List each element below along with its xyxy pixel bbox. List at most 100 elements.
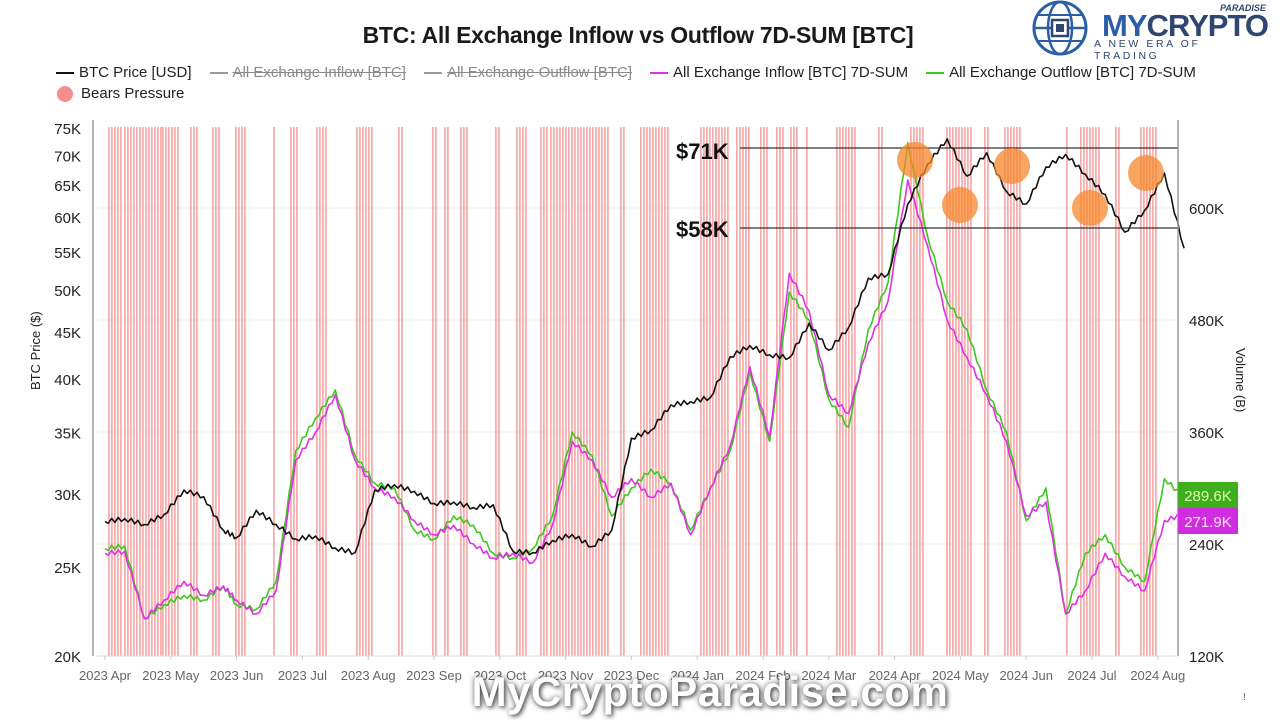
bears-pressure-bar <box>111 127 113 656</box>
bears-pressure-bar <box>652 127 654 656</box>
bears-pressure-bar <box>218 127 220 656</box>
bears-pressure-bar <box>174 127 176 656</box>
bears-pressure-bar <box>562 127 564 656</box>
bears-pressure-bar <box>1010 127 1012 656</box>
x-tick-label: 2024 Jun <box>999 668 1053 683</box>
level-label-71k: $71K <box>676 139 729 164</box>
bears-pressure-bar <box>142 127 144 656</box>
bears-pressure-bar <box>881 127 883 656</box>
bears-pressure-bar <box>565 127 567 656</box>
x-tick-label: 2023 Apr <box>79 668 132 683</box>
mycrypto-logo: MYCRYPTO PARADISE A NEW ERA OF TRADING <box>1030 0 1270 62</box>
bears-pressure-bar <box>196 127 198 656</box>
bears-pressure-bar <box>848 127 850 656</box>
svg-text:289.6K: 289.6K <box>1184 488 1232 505</box>
globe-chip-icon <box>1032 0 1088 56</box>
axes: 75K 70K 65K 60K 55K 50K 45K 40K 35K 30K 25K 20K 600K… <box>54 120 1224 683</box>
bears-pressure-bar <box>776 127 778 656</box>
bears-pressure-bar <box>463 127 465 656</box>
bears-pressure-bar <box>157 127 159 656</box>
bears-pressure-bar <box>244 127 246 656</box>
bears-pressure-bar <box>845 127 847 656</box>
bears-pressure-bar <box>706 127 708 656</box>
bears-pressure-bar <box>401 127 403 656</box>
x-tick-label: 2023 Oct <box>473 668 526 683</box>
bears-pressure-bar <box>586 127 588 656</box>
logo-tagline: A NEW ERA OF TRADING <box>1094 38 1201 62</box>
bears-pressure-bar <box>127 127 129 656</box>
bears-pressure-bar <box>568 127 570 656</box>
bears-pressure-bar <box>580 127 582 656</box>
bears-pressure-bar <box>709 127 711 656</box>
bears-pressure-bar <box>447 127 449 656</box>
series-line <box>104 179 1185 620</box>
bears-pressure-bar <box>540 127 542 656</box>
watermark: MyCryptoParadise.com <box>471 668 949 715</box>
corner-mark: ! <box>1243 692 1246 703</box>
bears-pressure-bar <box>724 127 726 656</box>
bears-pressure-bar <box>793 127 795 656</box>
x-tick-label: 2023 Sep <box>406 668 462 683</box>
bears-pressure-bar <box>193 127 195 656</box>
bears-pressure-bar <box>664 127 666 656</box>
left-tick-label: 50K <box>54 283 81 300</box>
bears-pressure-bar <box>241 127 243 656</box>
bears-pressure-bar <box>235 127 237 656</box>
bears-pressure-bar <box>148 127 150 656</box>
x-tick-label: 2023 May <box>142 668 200 683</box>
legend-item-bears-pressure[interactable]: Bears Pressure <box>56 85 184 102</box>
left-tick-label: 45K <box>54 325 81 342</box>
bears-pressure-bar <box>952 127 954 656</box>
right-tick-label: 480K <box>1189 313 1224 330</box>
bears-pressure-bar <box>595 127 597 656</box>
legend-item-4[interactable]: All Exchange Outflow [BTC] 7D-SUM <box>926 64 1196 81</box>
bear-highlight-circle <box>897 142 933 178</box>
bears-pressure-bar <box>1140 127 1142 656</box>
bears-pressure-bar <box>760 127 762 656</box>
left-tick-label: 65K <box>54 178 81 195</box>
legend-item-2[interactable]: All Exchange Outflow [BTC] <box>423 64 632 81</box>
bears-pressure-bar <box>715 127 717 656</box>
legend-item-3[interactable]: All Exchange Inflow [BTC] 7D-SUM <box>650 64 908 81</box>
bears-pressure-bar <box>108 127 110 656</box>
legend-item-1[interactable]: All Exchange Inflow [BTC] <box>209 64 406 81</box>
bears-pressure-bar <box>543 127 545 656</box>
left-tick-label: 55K <box>54 245 81 262</box>
bears-pressure-bar <box>851 127 853 656</box>
right-tick-label: 600K <box>1189 201 1224 218</box>
bears-pressure-bar <box>1152 127 1154 656</box>
bears-pressure-dot-icon <box>57 85 73 102</box>
x-tick-label: 2023 Nov <box>538 668 594 683</box>
bears-pressure-bar <box>559 127 561 656</box>
legend-item-0[interactable]: BTC Price [USD] <box>56 64 192 81</box>
bears-pressure-bar <box>745 127 747 656</box>
bears-pressure-bar <box>215 127 217 656</box>
bears-pressure-bar <box>550 127 552 656</box>
bears-pressure-bar <box>1089 127 1091 656</box>
bears-pressure-bar <box>839 127 841 656</box>
right-tick-label: 120K <box>1189 649 1224 666</box>
x-tick-label: 2024 Jan <box>670 668 724 683</box>
bears-pressure-bands <box>108 127 1157 656</box>
bears-pressure-bar <box>623 127 625 656</box>
bears-pressure-bar <box>712 127 714 656</box>
bears-pressure-bar <box>946 127 948 656</box>
left-tick-label: 25K <box>54 560 81 577</box>
bears-pressure-bar <box>970 127 972 656</box>
grid-lines <box>95 207 1178 545</box>
bears-pressure-bar <box>1095 127 1097 656</box>
right-tick-label: 240K <box>1189 537 1224 554</box>
bears-pressure-bar <box>646 127 648 656</box>
bears-pressure-bar <box>190 127 192 656</box>
bears-pressure-bar <box>958 127 960 656</box>
bears-pressure-bar <box>290 127 292 656</box>
bears-pressure-bar <box>790 127 792 656</box>
bears-pressure-bar <box>967 127 969 656</box>
bears-pressure-bar <box>1080 127 1082 656</box>
highlight-circles <box>897 142 1164 226</box>
bears-pressure-bar <box>319 127 321 656</box>
bears-pressure-bar <box>598 127 600 656</box>
bears-pressure-bar <box>460 127 462 656</box>
x-tick-label: 2024 Feb <box>736 668 791 683</box>
bears-pressure-bar <box>916 127 918 656</box>
